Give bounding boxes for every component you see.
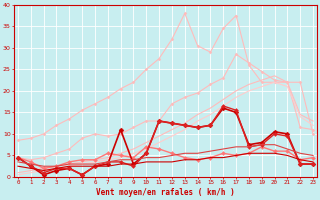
X-axis label: Vent moyen/en rafales ( km/h ): Vent moyen/en rafales ( km/h ) <box>96 188 235 197</box>
